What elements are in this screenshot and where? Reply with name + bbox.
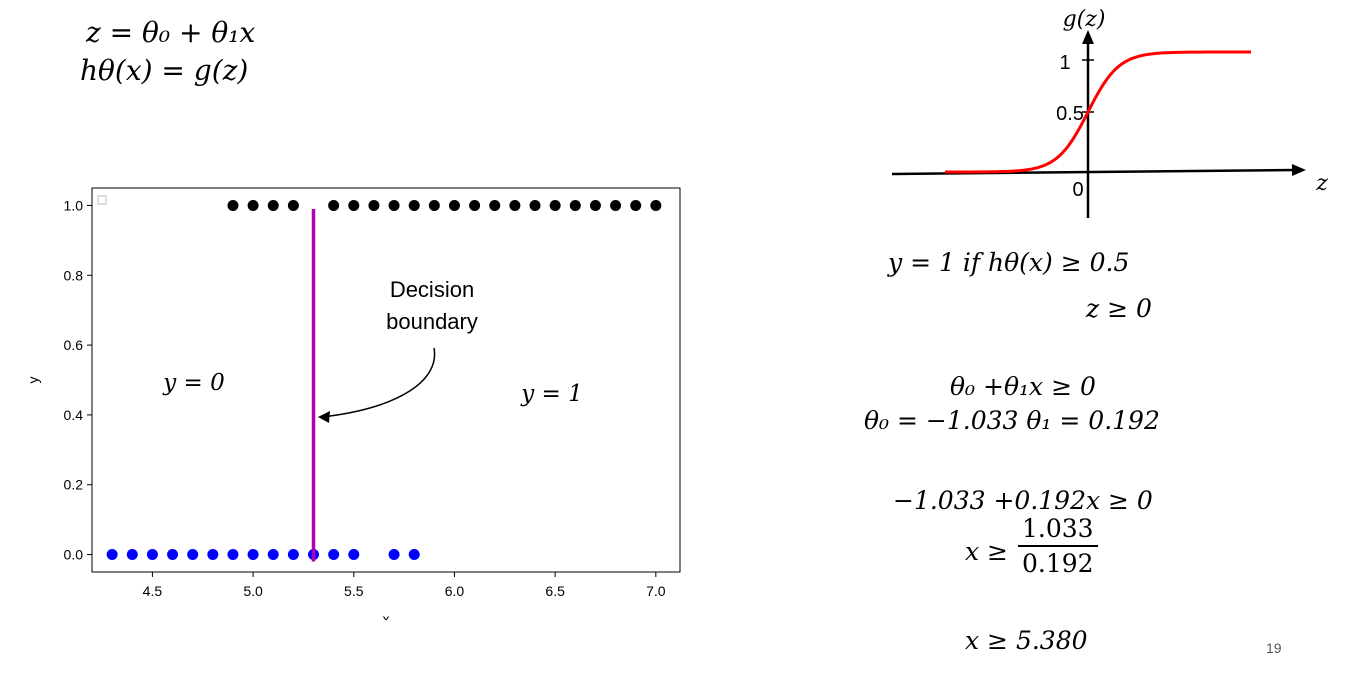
data-point: [267, 549, 279, 561]
region-label-y0: y = 0: [162, 370, 225, 396]
x-ticks: 4.5 5.0 5.5 6.0 6.5 7.0: [143, 572, 666, 599]
x-tick-label: 5.5: [344, 583, 364, 599]
y-tick-label: 0.8: [64, 267, 84, 283]
x-tick-label: 4.5: [143, 583, 163, 599]
rule-equation: y = 1 if hθ(x) ≥ 0.5: [888, 248, 1130, 277]
sigmoid-chart: 1 0.5 0 g(z) z: [891, 7, 1328, 218]
data-point: [106, 549, 118, 561]
data-point: [348, 549, 360, 561]
legend-box: [97, 195, 107, 205]
page-number: 19: [1266, 640, 1282, 656]
data-point: [227, 199, 239, 211]
data-point: [287, 199, 299, 211]
data-point: [630, 199, 642, 211]
data-point: [469, 199, 481, 211]
data-point: [610, 199, 622, 211]
x-tick-label: 6.5: [545, 583, 565, 599]
data-point: [549, 199, 561, 211]
decision-label-line2: boundary: [386, 309, 478, 334]
z-condition: z ≥ 0: [1086, 294, 1152, 323]
data-point: [650, 199, 662, 211]
data-point: [328, 549, 340, 561]
plot-frame: [91, 187, 681, 573]
z-axis-label: z: [1315, 171, 1328, 196]
data-point: [388, 199, 400, 211]
decision-label-line1: Decision: [390, 277, 474, 302]
y-tick-label: 0.2: [64, 477, 84, 493]
data-point: [489, 199, 501, 211]
y-tick-label: 0.4: [64, 407, 84, 423]
x-tick-label: 7.0: [646, 583, 666, 599]
equation-hypothesis: hθ(x) = g(z): [80, 54, 249, 87]
data-point: [589, 199, 601, 211]
data-point: [569, 199, 581, 211]
data-point: [408, 549, 420, 561]
decision-arrowhead: [318, 411, 330, 423]
data-point: [247, 549, 259, 561]
equation-linear: z = θ₀ + θ₁x: [86, 16, 256, 49]
data-point: [328, 199, 340, 211]
data-point: [247, 199, 259, 211]
data-point: [207, 549, 219, 561]
data-point: [187, 549, 199, 561]
z-axis-arrowhead: [1292, 164, 1306, 176]
data-point: [408, 199, 420, 211]
y-tick-label: 0.6: [64, 337, 84, 353]
data-point: [368, 199, 380, 211]
data-point: [227, 549, 239, 561]
x-tick-label: 6.0: [445, 583, 465, 599]
fraction-lhs: x ≥: [965, 537, 1008, 566]
substituted-inequality: −1.033 +0.192x ≥ 0: [893, 486, 1153, 515]
fraction-numerator: 1.033: [1018, 514, 1098, 547]
g-axis-label: g(z): [1063, 7, 1106, 32]
data-point: [126, 549, 138, 561]
decision-arrow: [321, 347, 436, 418]
fraction-denominator: 0.192: [1022, 549, 1094, 578]
data-point: [529, 199, 541, 211]
region-label-y1: y = 1: [520, 381, 583, 407]
x-axis-label: x: [383, 611, 390, 620]
data-point: [348, 199, 360, 211]
data-point: [448, 199, 460, 211]
data-point: [267, 199, 279, 211]
data-point: [509, 199, 521, 211]
x-tick-label: 5.0: [243, 583, 263, 599]
g-axis-arrowhead: [1082, 30, 1094, 44]
y-ticks: 0.0 0.2 0.4 0.6 0.8 1.0: [64, 197, 92, 563]
sigmoid-curve: [945, 50, 1251, 174]
tick-label-half: 0.5: [1056, 103, 1084, 125]
y-axis-label: y: [25, 377, 41, 384]
data-point: [167, 549, 179, 561]
y-tick-label: 1.0: [64, 197, 84, 213]
data-point: [146, 549, 158, 561]
theta-values: θ₀ = −1.033 θ₁ = 0.192: [864, 406, 1160, 435]
tick-label-1: 1: [1059, 52, 1070, 74]
y-tick-label: 0.0: [64, 547, 84, 563]
theta-condition: θ₀ +θ₁x ≥ 0: [950, 372, 1096, 401]
data-point: [287, 549, 299, 561]
fraction: 1.033 0.192: [1018, 514, 1098, 578]
data-point: [388, 549, 400, 561]
result-inequality: x ≥ 5.380: [965, 626, 1088, 655]
tick-label-0: 0: [1072, 179, 1083, 201]
scatter-chart: 0.00.20.40.60.81.0 4.5 5.0 5.5 6.0 6.5 7.0 x …: [25, 187, 681, 620]
data-points: [106, 199, 662, 561]
data-point: [428, 199, 440, 211]
